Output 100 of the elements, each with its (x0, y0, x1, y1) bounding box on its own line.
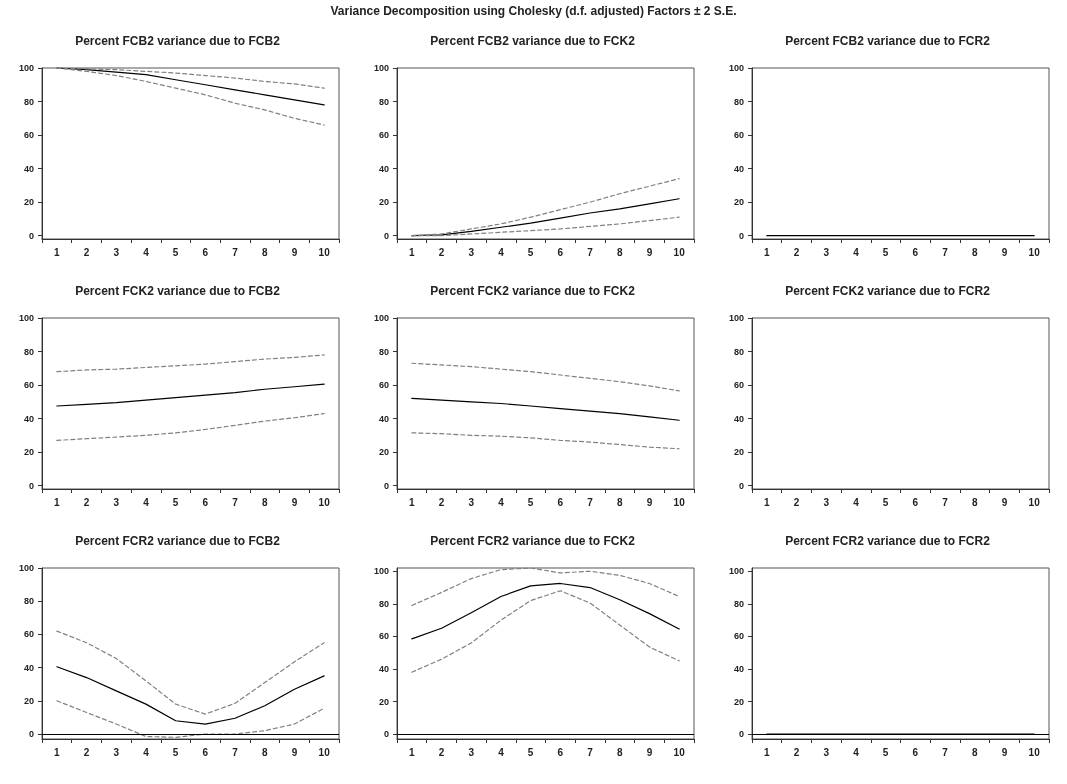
x-tick-label: 6 (912, 246, 919, 258)
x-tick-label: 9 (291, 746, 298, 758)
y-tick-label: 0 (738, 480, 744, 491)
chart-title: Percent FCB2 variance due to FCR2 (785, 34, 991, 48)
x-tick-label: 4 (498, 746, 505, 758)
x-tick-label: 2 (83, 246, 90, 258)
y-tick-label: 0 (28, 729, 34, 740)
x-tick-label: 2 (438, 746, 445, 758)
chart-title: Percent FCK2 variance due to FCK2 (430, 284, 636, 298)
y-tick-label: 60 (23, 629, 34, 640)
y-tick-label: 80 (378, 598, 389, 609)
x-tick-label: 5 (882, 246, 889, 258)
x-tick-label: 6 (557, 496, 564, 508)
x-tick-label: 4 (143, 496, 150, 508)
x-tick-label: 10 (673, 496, 686, 508)
y-tick-label: 80 (378, 346, 389, 357)
y-tick-label: 40 (378, 413, 389, 424)
x-tick-label: 1 (409, 496, 416, 508)
y-tick-label: 60 (23, 130, 34, 141)
x-tick-label: 9 (1001, 496, 1008, 508)
x-tick-label: 8 (261, 496, 268, 508)
y-tick-label: 100 (18, 63, 34, 73)
y-tick-label: 80 (23, 96, 34, 107)
x-tick-label: 7 (232, 496, 239, 508)
y-tick-label: 80 (733, 598, 744, 609)
x-tick-label: 2 (83, 746, 90, 758)
x-tick-label: 1 (54, 496, 61, 508)
y-tick-label: 20 (733, 447, 744, 458)
y-tick-label: 0 (383, 230, 389, 241)
x-tick-label: 9 (291, 496, 298, 508)
x-tick-label: 4 (498, 496, 505, 508)
x-tick-label: 7 (942, 746, 949, 758)
x-tick-label: 8 (616, 746, 623, 758)
x-tick-label: 2 (793, 246, 800, 258)
x-tick-label: 5 (172, 746, 179, 758)
x-tick-label: 10 (318, 496, 331, 508)
chart-title: Percent FCR2 variance due to FCB2 (75, 534, 281, 548)
x-tick-label: 5 (172, 246, 179, 258)
chart-title: Percent FCR2 variance due to FCR2 (785, 534, 991, 548)
x-tick-label: 3 (113, 246, 120, 258)
x-tick-label: 6 (912, 496, 919, 508)
chart-title: Percent FCR2 variance due to FCK2 (430, 534, 636, 548)
x-tick-label: 6 (202, 746, 209, 758)
x-tick-label: 6 (557, 246, 564, 258)
x-tick-label: 4 (143, 246, 150, 258)
x-tick-label: 6 (202, 496, 209, 508)
x-tick-label: 2 (438, 246, 445, 258)
y-tick-label: 80 (733, 96, 744, 107)
x-tick-label: 1 (54, 746, 61, 758)
y-tick-label: 60 (23, 380, 34, 391)
y-tick-label: 20 (378, 696, 389, 707)
x-tick-label: 6 (912, 746, 919, 758)
x-tick-label: 8 (616, 496, 623, 508)
x-tick-label: 3 (113, 746, 120, 758)
x-tick-label: 7 (587, 496, 594, 508)
x-tick-label: 4 (853, 746, 860, 758)
y-tick-label: 0 (28, 230, 34, 241)
y-tick-label: 20 (23, 197, 34, 208)
x-tick-label: 1 (409, 246, 416, 258)
x-tick-label: 4 (853, 496, 860, 508)
x-tick-label: 7 (232, 746, 239, 758)
x-tick-label: 7 (587, 246, 594, 258)
y-tick-label: 60 (733, 130, 744, 141)
y-tick-label: 80 (378, 96, 389, 107)
x-tick-label: 8 (261, 246, 268, 258)
x-tick-label: 8 (616, 246, 623, 258)
x-tick-label: 3 (113, 496, 120, 508)
y-tick-label: 40 (733, 663, 744, 674)
y-tick-label: 20 (733, 197, 744, 208)
y-tick-label: 100 (373, 313, 389, 323)
x-tick-label: 6 (557, 746, 564, 758)
x-tick-label: 7 (942, 496, 949, 508)
y-tick-label: 40 (23, 413, 34, 424)
y-tick-label: 40 (23, 662, 34, 673)
y-tick-label: 20 (733, 696, 744, 707)
x-tick-label: 9 (646, 746, 653, 758)
x-tick-label: 3 (823, 246, 830, 258)
y-tick-label: 80 (23, 346, 34, 357)
y-tick-label: 100 (728, 63, 744, 73)
x-tick-label: 10 (673, 746, 686, 758)
x-tick-label: 1 (764, 246, 771, 258)
y-tick-label: 40 (733, 163, 744, 174)
y-tick-label: 0 (383, 480, 389, 491)
x-tick-label: 5 (527, 746, 534, 758)
x-tick-label: 3 (823, 496, 830, 508)
y-tick-label: 80 (23, 596, 34, 607)
x-tick-label: 1 (409, 746, 416, 758)
y-tick-label: 100 (728, 566, 744, 577)
x-tick-label: 2 (438, 496, 445, 508)
y-tick-label: 100 (373, 566, 389, 577)
x-tick-label: 8 (971, 246, 978, 258)
y-tick-label: 20 (378, 447, 389, 458)
x-tick-label: 5 (882, 746, 889, 758)
x-tick-label: 3 (823, 746, 830, 758)
x-tick-label: 6 (202, 246, 209, 258)
x-tick-label: 5 (172, 496, 179, 508)
x-tick-label: 10 (673, 246, 686, 258)
x-tick-label: 2 (793, 496, 800, 508)
x-tick-label: 10 (1028, 496, 1041, 508)
x-tick-label: 9 (646, 246, 653, 258)
